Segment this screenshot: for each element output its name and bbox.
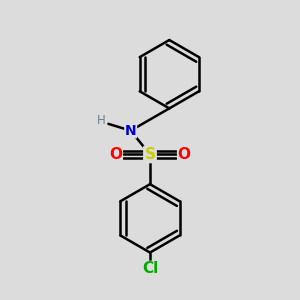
Text: H: H — [97, 114, 105, 127]
Text: N: N — [125, 124, 136, 138]
Text: O: O — [178, 147, 191, 162]
Text: Cl: Cl — [142, 261, 158, 276]
Text: S: S — [145, 147, 155, 162]
Text: S: S — [145, 147, 155, 162]
Text: O: O — [109, 147, 122, 162]
